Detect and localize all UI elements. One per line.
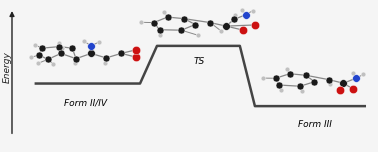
Text: Form II/IV: Form II/IV bbox=[64, 99, 107, 108]
Text: Energy: Energy bbox=[3, 51, 12, 83]
Text: Form III: Form III bbox=[298, 120, 332, 130]
Text: TS: TS bbox=[194, 57, 205, 66]
